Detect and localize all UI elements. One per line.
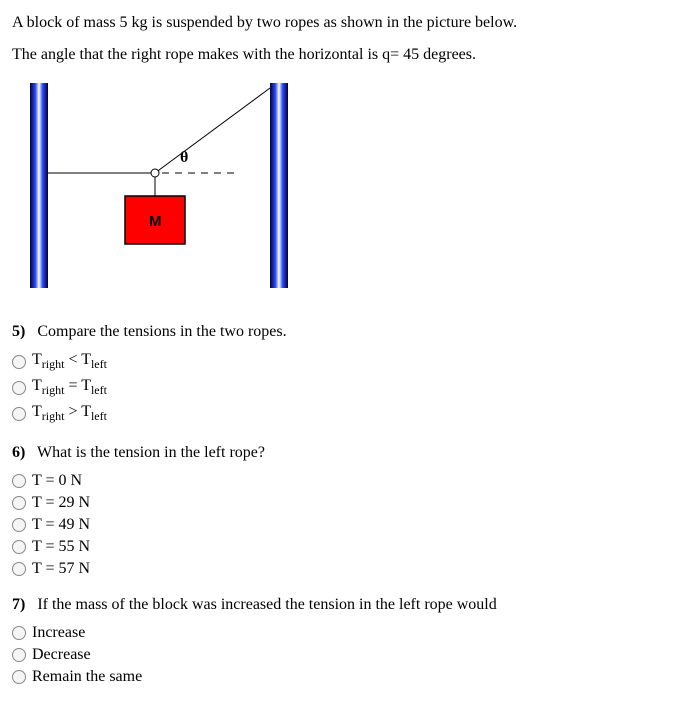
option-label: T = 0 N (32, 470, 82, 492)
radio-icon (12, 355, 26, 369)
q7-text: If the mass of the block was increased t… (37, 596, 496, 613)
q7-options: IncreaseDecreaseRemain the same (12, 622, 678, 688)
question-6: 6) What is the tension in the left rope? (12, 444, 678, 462)
q5-option[interactable]: Tright > Tleft (12, 401, 678, 427)
radio-icon (12, 474, 26, 488)
q7-option[interactable]: Increase (12, 622, 678, 644)
radio-icon (12, 540, 26, 554)
radio-icon (12, 496, 26, 510)
question-7: 7) If the mass of the block was increase… (12, 596, 678, 614)
q6-number: 6) (12, 444, 25, 461)
q5-options: Tright < TleftTright = TleftTright > Tle… (12, 349, 678, 428)
radio-icon (12, 407, 26, 421)
svg-text:M: M (149, 213, 162, 230)
radio-icon (12, 518, 26, 532)
q7-option[interactable]: Remain the same (12, 666, 678, 688)
q6-option[interactable]: T = 57 N (12, 558, 678, 580)
option-label: Tright > Tleft (32, 401, 107, 427)
q6-option[interactable]: T = 49 N (12, 514, 678, 536)
radio-icon (12, 648, 26, 662)
q6-options: T = 0 NT = 29 NT = 49 NT = 55 NT = 57 N (12, 470, 678, 580)
q5-text: Compare the tensions in the two ropes. (37, 323, 286, 340)
q6-text: What is the tension in the left rope? (37, 444, 265, 461)
intro-line-1: A block of mass 5 kg is suspended by two… (12, 14, 678, 32)
option-label: T = 57 N (32, 558, 90, 580)
radio-icon (12, 381, 26, 395)
option-label: T = 29 N (32, 492, 90, 514)
radio-icon (12, 626, 26, 640)
option-label: Tright = Tleft (32, 375, 107, 401)
radio-icon (12, 562, 26, 576)
q7-number: 7) (12, 596, 25, 613)
radio-icon (12, 670, 26, 684)
option-label: T = 49 N (32, 514, 90, 536)
option-label: Decrease (32, 644, 91, 666)
option-label: Remain the same (32, 666, 142, 688)
diagram-svg: θM (12, 78, 302, 298)
q5-option[interactable]: Tright < Tleft (12, 349, 678, 375)
option-label: Increase (32, 622, 85, 644)
option-label: Tright < Tleft (32, 349, 107, 375)
q6-option[interactable]: T = 29 N (12, 492, 678, 514)
intro-line-2: The angle that the right rope makes with… (12, 46, 678, 64)
question-5: 5) Compare the tensions in the two ropes… (12, 323, 678, 341)
option-label: T = 55 N (32, 536, 90, 558)
q7-option[interactable]: Decrease (12, 644, 678, 666)
q5-number: 5) (12, 323, 25, 340)
physics-diagram: θM (12, 78, 678, 303)
svg-text:θ: θ (180, 149, 188, 166)
q5-option[interactable]: Tright = Tleft (12, 375, 678, 401)
q6-option[interactable]: T = 55 N (12, 536, 678, 558)
q6-option[interactable]: T = 0 N (12, 470, 678, 492)
